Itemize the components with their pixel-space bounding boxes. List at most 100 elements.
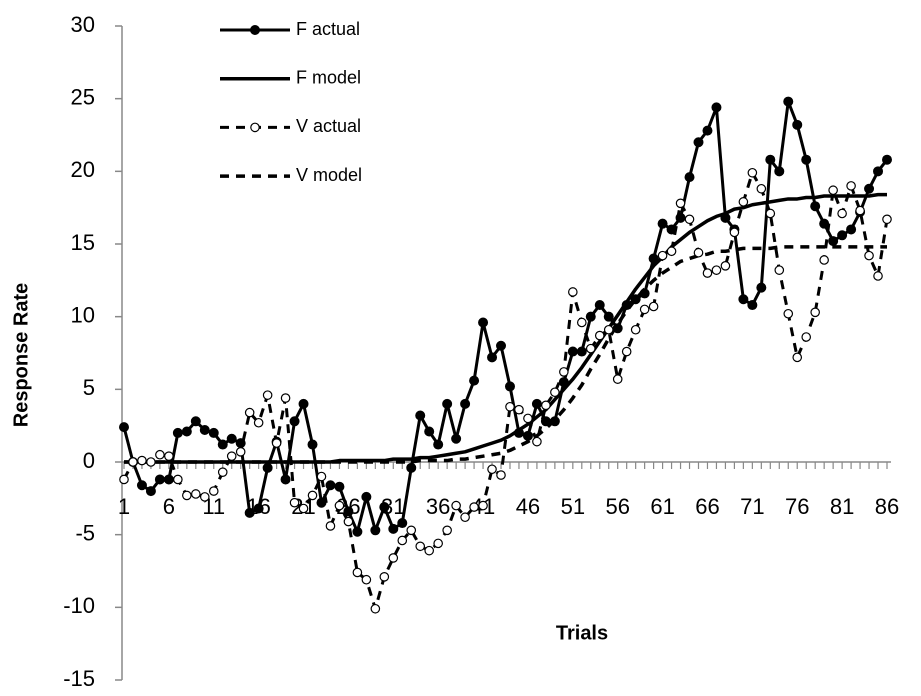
point [594,330,605,341]
point [792,119,803,130]
point [603,311,614,322]
point [262,462,273,473]
point [379,572,390,582]
point [173,474,183,485]
point [424,545,434,556]
point [469,502,479,512]
point [199,425,210,436]
x-tick-label: 71 [740,494,764,519]
point [370,603,381,614]
point [244,407,255,418]
legend-item: F model [220,67,361,87]
point [765,208,776,219]
point [801,332,812,342]
point [451,433,462,444]
point [612,323,623,334]
point [693,137,704,148]
point [513,427,524,438]
point [181,426,192,437]
legend-label: F actual [296,19,360,39]
point [397,518,408,529]
point [747,300,758,311]
x-tick-label: 56 [605,494,629,519]
point [568,287,578,297]
point [702,268,713,278]
point [603,324,614,335]
point [361,574,372,585]
point [801,154,812,165]
point [460,398,471,409]
y-tick-label: 30 [71,12,95,37]
point [352,567,363,578]
x-tick-label: 46 [516,494,540,519]
point [523,413,533,424]
legend-item: F actual [220,19,360,39]
point [433,439,444,450]
point [702,125,713,136]
point [136,480,147,491]
point [828,185,838,196]
series-line [122,100,889,534]
point [792,352,803,363]
point [549,416,560,427]
point [478,500,488,511]
point [388,553,399,563]
point [496,470,506,480]
point [361,491,372,502]
point [250,122,260,133]
point [334,481,345,492]
point [684,172,695,183]
series-line [122,171,889,611]
point [855,205,865,216]
point [280,474,291,485]
point [460,512,470,523]
point [262,390,273,400]
legend-label: F model [296,67,361,87]
point [325,480,336,491]
point [487,352,498,363]
point [406,525,417,536]
point [846,224,857,235]
point [226,451,237,461]
x-tick-label: 36 [426,494,450,519]
point [639,304,650,315]
point [738,294,749,305]
point [325,521,336,531]
point [469,375,480,386]
point [496,340,507,351]
point [397,535,408,546]
point [783,96,794,107]
point [864,250,874,261]
point [172,427,183,438]
point [729,227,740,238]
point [720,260,731,271]
point [504,381,515,392]
legend-label: V actual [296,116,361,136]
y-tick-label: 15 [71,230,95,255]
point [352,526,363,537]
point [164,451,174,461]
point [244,507,255,518]
x-tick-label: 6 [163,494,175,519]
point [621,346,632,357]
point [648,301,659,312]
point [819,255,829,265]
point [531,398,542,409]
point [541,400,551,411]
point [765,154,776,165]
point [182,490,192,501]
point [873,166,884,177]
point [424,426,435,437]
point [711,102,722,113]
point [837,208,847,219]
point [630,324,641,335]
y-tick-label: -10 [63,593,95,618]
point [415,410,426,421]
point [550,387,560,398]
point [612,374,623,384]
point [442,525,452,536]
point [217,467,228,477]
point [756,282,767,293]
legend-label: V model [296,165,362,185]
